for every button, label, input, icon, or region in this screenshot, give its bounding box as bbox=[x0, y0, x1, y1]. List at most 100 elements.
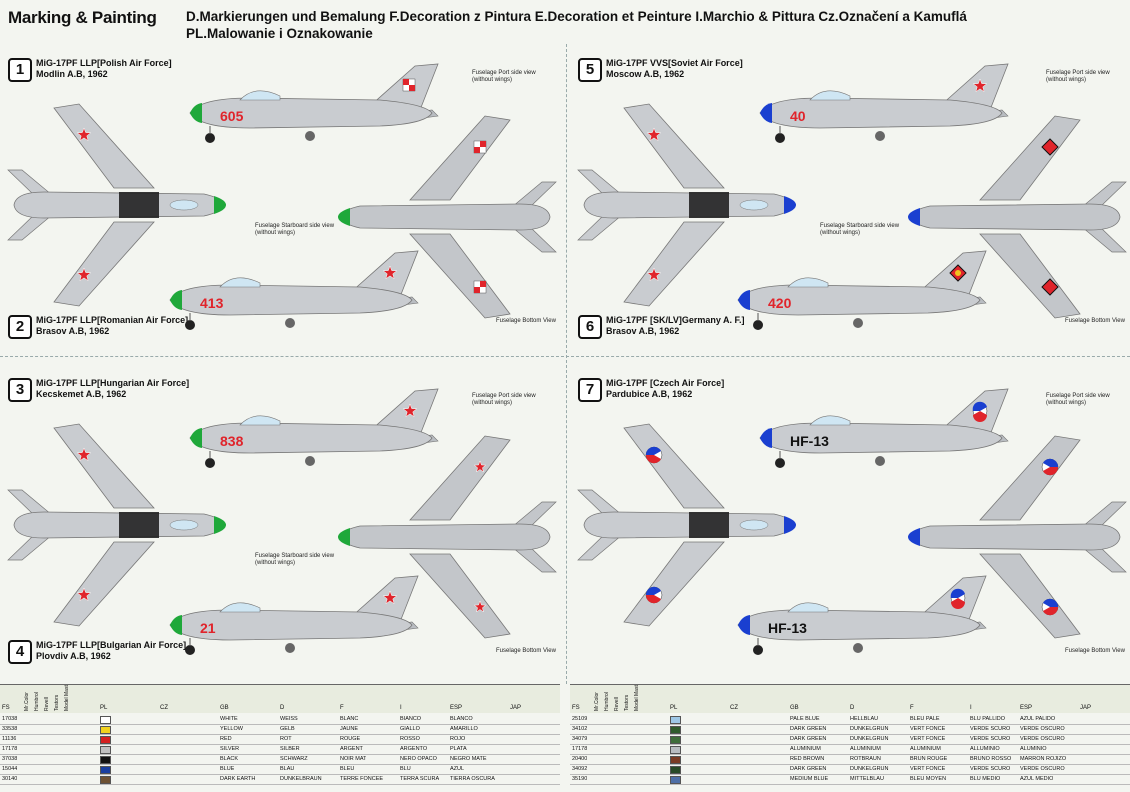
star-roundel bbox=[972, 78, 988, 93]
star-roundel bbox=[402, 403, 418, 418]
table-cell: ROJO bbox=[450, 736, 466, 742]
nose-ring bbox=[760, 428, 772, 448]
table-cell: HELLBLAU bbox=[850, 716, 879, 722]
variant-base: Moscow A.B, 1962 bbox=[606, 69, 685, 79]
table-cell: VERT FONCE bbox=[910, 736, 946, 742]
variant-type: MiG-17PF [SK/LV]Germany A. F.] bbox=[606, 315, 745, 325]
star-roundel bbox=[76, 447, 92, 462]
wing-lower bbox=[979, 553, 1081, 639]
table-cell: RED bbox=[220, 736, 232, 742]
table-cell: BLEU MOYEN bbox=[910, 776, 947, 782]
tail-upper bbox=[511, 181, 557, 208]
table-cell: AMARILLO bbox=[450, 726, 478, 732]
wing-upper bbox=[409, 435, 511, 521]
main-wheel bbox=[285, 318, 295, 328]
side-view-fuselage: 40 bbox=[759, 63, 1009, 143]
roundel-red bbox=[973, 411, 987, 422]
table-cell: AZUL PALIDO bbox=[1020, 716, 1056, 722]
fuselage bbox=[759, 97, 1003, 129]
top-view-aircraft bbox=[577, 103, 796, 307]
checker-red bbox=[480, 141, 486, 147]
table-cell: 20400 bbox=[572, 756, 588, 762]
table-cell: PLATA bbox=[450, 746, 467, 752]
table-cell: 17178 bbox=[572, 746, 588, 752]
star-roundel bbox=[76, 587, 92, 602]
wing-lower bbox=[979, 233, 1081, 319]
column-header: I bbox=[970, 705, 972, 711]
wing-lower bbox=[53, 221, 155, 307]
checker-red bbox=[480, 281, 486, 287]
nose-wheel bbox=[205, 458, 215, 468]
color-swatch bbox=[670, 736, 681, 744]
bottom-view-aircraft bbox=[338, 115, 557, 319]
bottom-view-aircraft bbox=[908, 115, 1127, 319]
nose-ring bbox=[760, 103, 772, 123]
port-view-label-q1: Fuselage Port side view (without wings) bbox=[472, 70, 536, 83]
tail-lower bbox=[1081, 546, 1127, 573]
column-header: Mr.Color bbox=[594, 692, 600, 711]
table-header: FS Mr.Color Humbrol Revell Testors Model Mast… bbox=[0, 685, 560, 713]
column-header: Revell bbox=[614, 697, 620, 711]
table-row: 33538 YELLOW GELB JAUNE GIALLO AMARILLO bbox=[0, 725, 560, 735]
column-header: FS bbox=[572, 705, 580, 711]
wing-upper bbox=[979, 115, 1081, 201]
table-cell: AZUL bbox=[450, 766, 465, 772]
top-view-aircraft bbox=[577, 423, 796, 627]
main-wheel bbox=[305, 456, 315, 466]
wing-lower bbox=[53, 541, 155, 627]
variant-base: Modlin A.B, 1962 bbox=[36, 69, 108, 79]
table-row: 20400 RED BROWN ROTBRAUN BRUN ROUGE BRUNO RO… bbox=[570, 755, 1130, 765]
tail-lower bbox=[511, 226, 557, 253]
starboard-view-label-q1: Fuselage Starboard side view (without win… bbox=[255, 223, 335, 236]
table-cell: DUNKELGRUN bbox=[850, 726, 889, 732]
side-view-fuselage: 413 bbox=[169, 250, 419, 330]
column-header: D bbox=[280, 705, 285, 711]
column-header: Model Master bbox=[634, 684, 640, 711]
fuselage bbox=[737, 284, 981, 316]
table-cell: ROSSO bbox=[400, 736, 420, 742]
table-cell: ALUMINIUM bbox=[910, 746, 941, 752]
fuselage bbox=[737, 609, 981, 641]
checker-red bbox=[474, 147, 480, 153]
table-cell: DARK GREEN bbox=[790, 766, 827, 772]
gdr-emblem bbox=[955, 270, 961, 276]
side-view-fuselage: HF-13 bbox=[737, 575, 987, 655]
fuselage bbox=[339, 523, 551, 551]
table-cell: DUNKELGRUN bbox=[850, 766, 889, 772]
variant-type: MiG-17PF VVS[Soviet Air Force] bbox=[606, 58, 743, 68]
table-cell: BLEU bbox=[340, 766, 355, 772]
canopy bbox=[239, 90, 281, 101]
star-roundel bbox=[76, 267, 92, 282]
table-cell: DUNKELBRAUN bbox=[280, 776, 322, 782]
nose-wheel bbox=[775, 133, 785, 143]
roundel-red bbox=[951, 598, 965, 609]
star-roundel bbox=[646, 267, 662, 282]
bottom-view-aircraft bbox=[908, 435, 1127, 639]
tail-lower bbox=[577, 534, 623, 561]
black-band bbox=[689, 512, 729, 538]
table-cell: NERO OPACO bbox=[400, 756, 437, 762]
top-view-aircraft bbox=[7, 423, 226, 627]
canopy bbox=[169, 199, 199, 211]
table-cell: MEDIUM BLUE bbox=[790, 776, 829, 782]
tail-upper bbox=[7, 489, 53, 516]
variant-base: Kecskemet A.B, 1962 bbox=[36, 389, 127, 399]
nose-wheel bbox=[205, 133, 215, 143]
variant-type: MiG-17PF LLP[Romanian Air Force] bbox=[36, 315, 189, 325]
page-header: Marking & Painting D.Markierungen und Be… bbox=[8, 6, 1123, 42]
table-cell: 35190 bbox=[572, 776, 588, 782]
aircraft-code: 420 bbox=[768, 295, 792, 311]
star-roundel bbox=[382, 590, 398, 605]
roundel-blue bbox=[1043, 598, 1059, 607]
color-table-left: FS Mr.Color Humbrol Revell Testors Model Mast… bbox=[0, 684, 560, 792]
canopy bbox=[787, 277, 829, 288]
gdr-insignia bbox=[1041, 138, 1059, 156]
table-row: 37038 BLACK SCHWARZ NOIR MAT NERO OPACO NEGRO… bbox=[0, 755, 560, 765]
nose-ring bbox=[214, 196, 226, 214]
table-cell: VERT FONCE bbox=[910, 766, 946, 772]
column-header: Humbrol bbox=[604, 692, 610, 711]
variant-type: MiG-17PF LLP[Polish Air Force] bbox=[36, 58, 172, 68]
variant-type: MiG-17PF [Czech Air Force] bbox=[606, 378, 725, 388]
nose-wheel bbox=[775, 458, 785, 468]
table-cell: VERDE OSCURO bbox=[1020, 726, 1065, 732]
